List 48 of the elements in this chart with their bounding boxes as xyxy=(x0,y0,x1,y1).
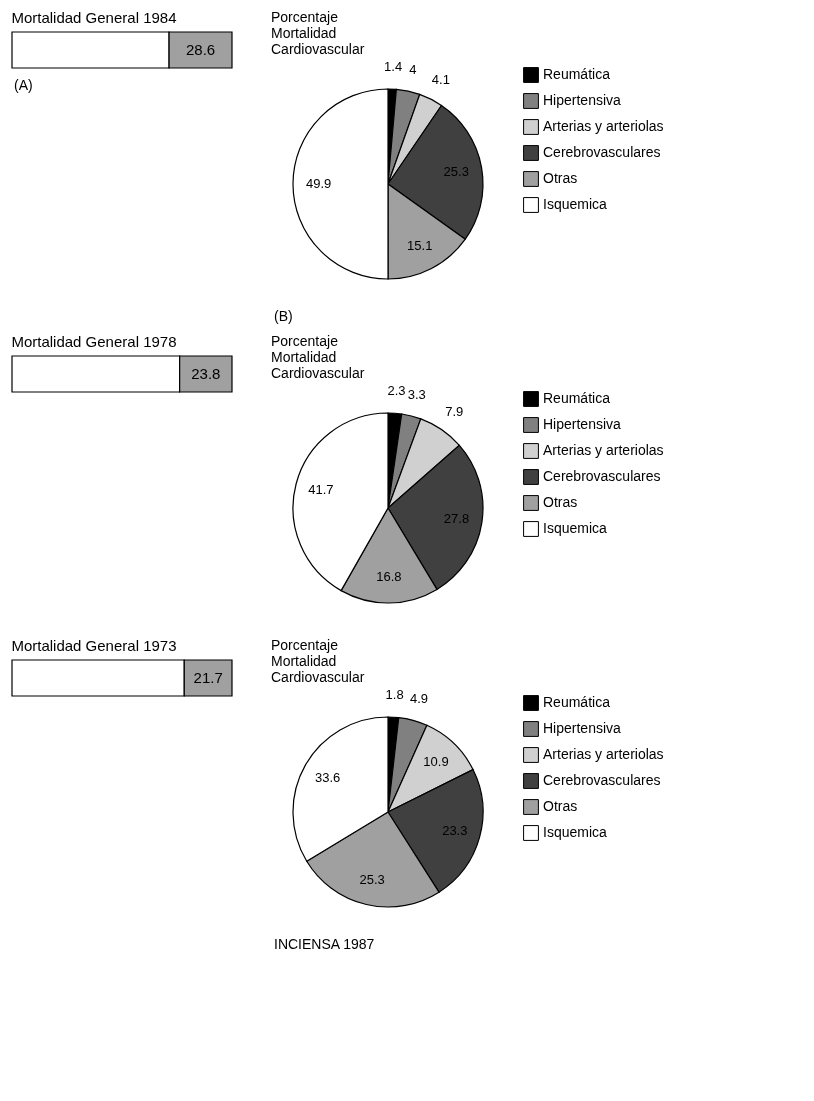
data-label: 28.6 xyxy=(185,41,216,58)
text: (B) xyxy=(273,307,294,326)
legend-label: Cerebrovasculares xyxy=(543,468,661,484)
chart-title: Porcentaje Mortalidad Cardiovascular xyxy=(271,9,365,58)
data-label: 16.8 xyxy=(376,569,402,585)
data-label: 23.3 xyxy=(442,822,468,838)
chart-title: Porcentaje Mortalidad Cardiovascular xyxy=(271,637,365,686)
legend-label: Arterias y arteriolas xyxy=(543,442,664,458)
data-label: 10.9 xyxy=(423,753,449,769)
data-label: 4 xyxy=(409,61,417,77)
data-label: 1.8 xyxy=(385,687,404,703)
legend-label: Arterias y arteriolas xyxy=(543,746,664,762)
legend-label: Isquemica xyxy=(543,824,608,840)
data-label: 7.9 xyxy=(445,403,464,419)
legend-label: Hipertensiva xyxy=(543,92,622,108)
legend-label: Cerebrovasculares xyxy=(543,772,661,788)
legend-label: Reumática xyxy=(543,66,611,82)
data-label: 49.9 xyxy=(306,176,332,191)
legend-label: Reumática xyxy=(543,390,611,406)
legend-label: Hipertensiva xyxy=(543,720,622,736)
data-label: 21.7 xyxy=(193,669,223,686)
data-label: 1.4 xyxy=(384,59,403,75)
annotation: (A) xyxy=(13,76,34,95)
legend-label: Isquemica xyxy=(543,520,608,536)
legend-label: Reumática xyxy=(543,694,611,710)
text: INCIENSA 1987 xyxy=(273,935,376,954)
legend-label: Otras xyxy=(543,170,578,186)
legend-label: Arterias y arteriolas xyxy=(543,118,664,134)
chart-title: Porcentaje Mortalidad Cardiovascular xyxy=(271,333,365,382)
data-label: 4.9 xyxy=(409,691,428,707)
data-label: 4.1 xyxy=(431,71,450,87)
data-label: 3.3 xyxy=(407,386,426,402)
data-label: 33.6 xyxy=(314,769,341,785)
data-label: 2.3 xyxy=(387,383,406,399)
data-label: 23.8 xyxy=(191,365,221,382)
text: Mortalidad General 1973 xyxy=(11,637,177,654)
legend-label: Otras xyxy=(543,798,578,814)
legend-label: Cerebrovasculares xyxy=(543,144,661,160)
data-label: 25.3 xyxy=(443,163,469,179)
text: Mortalidad General 1984 xyxy=(11,9,177,26)
data-label: 25.3 xyxy=(359,871,385,887)
data-label: 27.8 xyxy=(443,510,470,526)
text: Mortalidad General 1978 xyxy=(11,333,177,350)
data-label: 15.1 xyxy=(407,237,433,253)
legend-label: Isquemica xyxy=(543,196,608,212)
legend-label: Hipertensiva xyxy=(543,416,622,432)
legend-label: Otras xyxy=(543,494,578,510)
data-label: 41.7 xyxy=(308,482,334,498)
